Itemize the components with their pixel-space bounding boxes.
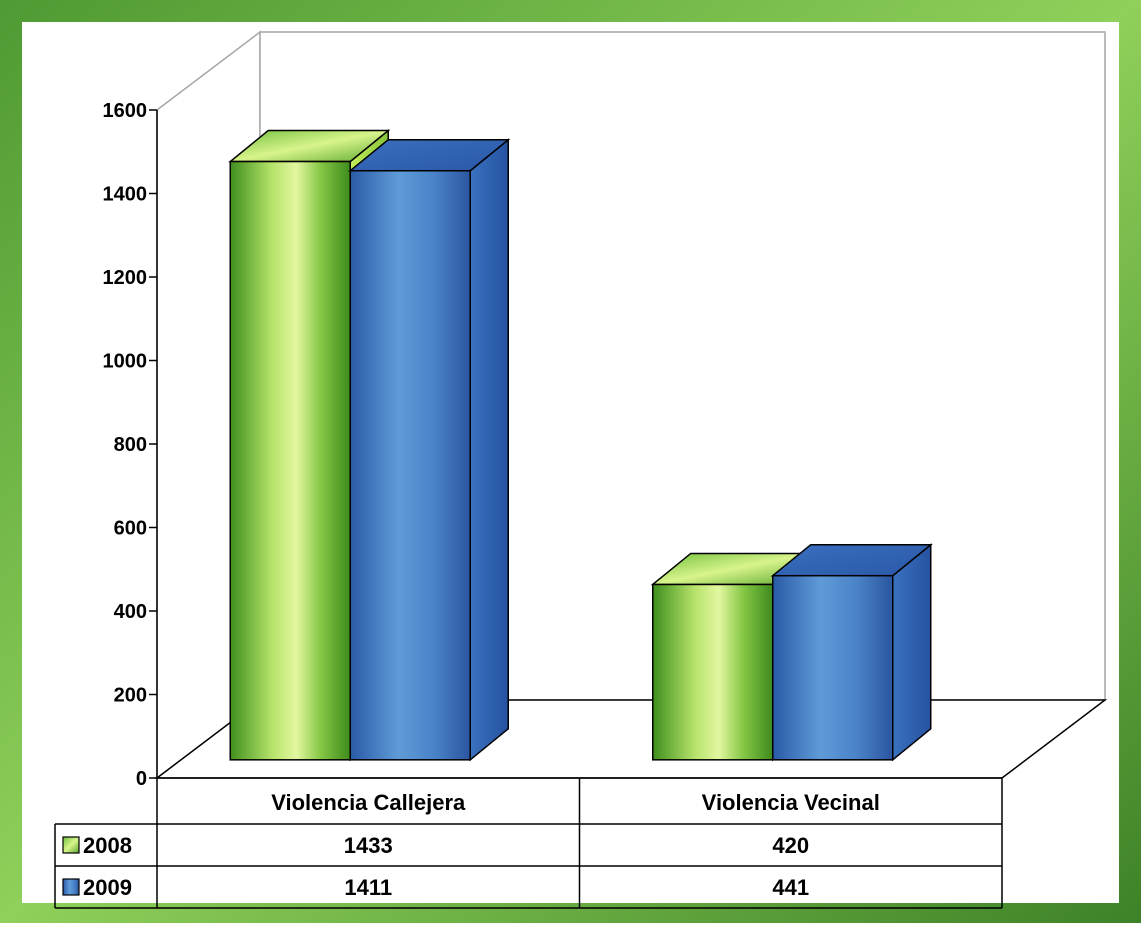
- table-value: 1411: [344, 875, 392, 900]
- y-tick-label: 1200: [103, 267, 148, 289]
- bar-front: [772, 574, 894, 761]
- y-tick-label: 0: [136, 768, 147, 790]
- y-tick-label: 400: [114, 601, 147, 623]
- bar-2009-1: [770, 543, 933, 762]
- y-tick-label: 800: [114, 434, 147, 456]
- y-axis: 0 200 400 600 800 1000 1200 1400 1600: [103, 100, 158, 790]
- legend-swatch-2009: [62, 878, 80, 896]
- bar-front: [349, 169, 471, 761]
- table-header: Violencia Callejera: [271, 790, 466, 815]
- y-tick-label: 1000: [103, 351, 148, 373]
- legend-label: 2008: [83, 833, 132, 858]
- bar-side: [892, 543, 932, 762]
- bar-front: [229, 160, 351, 761]
- y-tick-label: 200: [114, 685, 147, 707]
- data-table: Violencia Callejera Violencia Vecinal 2008…: [54, 777, 1003, 909]
- bar-front: [652, 583, 774, 761]
- table-header: Violencia Vecinal: [702, 790, 880, 815]
- bar-side: [469, 138, 509, 762]
- table-value: 1433: [344, 833, 393, 858]
- y-tick-label: 1400: [103, 184, 148, 206]
- bar-group: [228, 128, 933, 762]
- y-tick-label: 600: [114, 518, 147, 540]
- legend-swatch-2008: [62, 836, 80, 854]
- y-tick-label: 1600: [103, 100, 148, 122]
- table-value: 441: [772, 875, 809, 900]
- bar-2009-0: [348, 138, 511, 762]
- legend-label: 2009: [83, 875, 132, 900]
- table-value: 420: [772, 833, 809, 858]
